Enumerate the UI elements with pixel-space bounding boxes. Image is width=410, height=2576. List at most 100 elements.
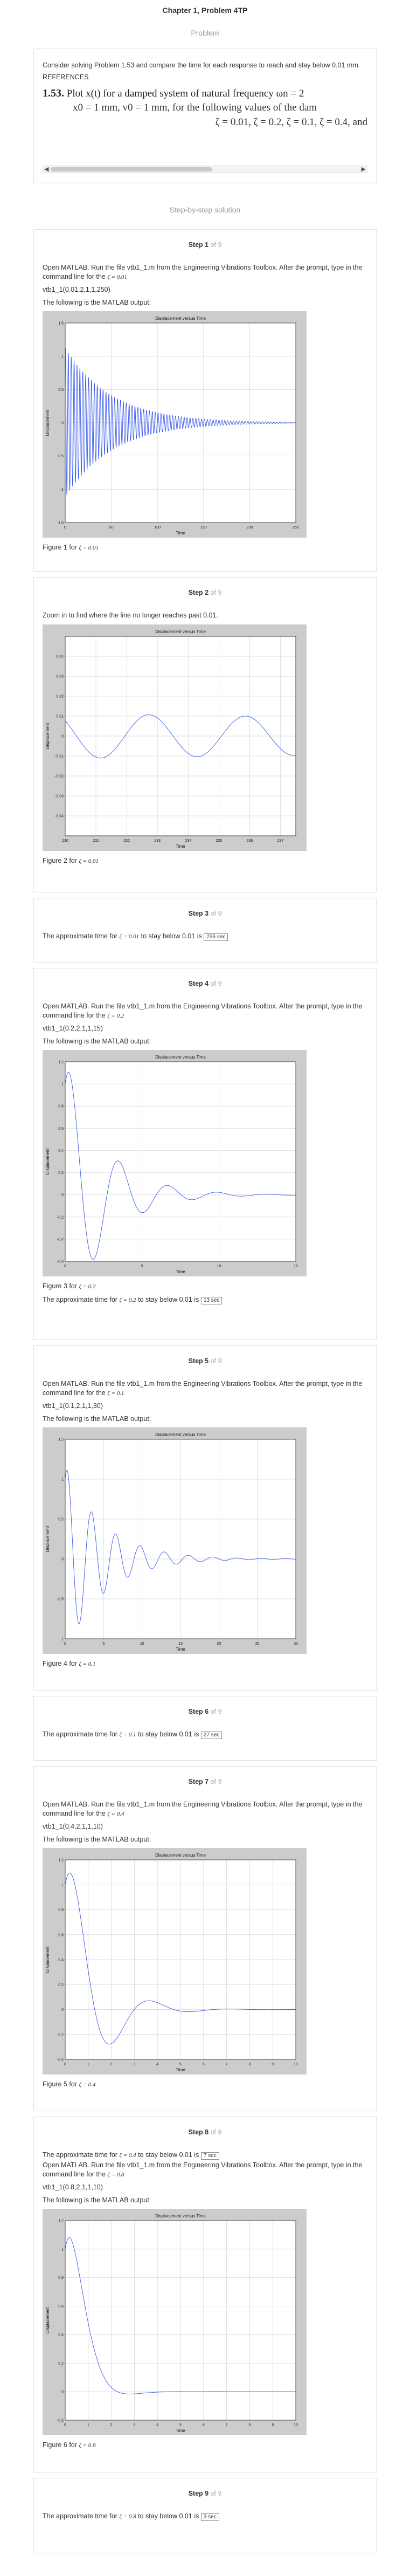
x-tick-label: 0: [64, 2423, 66, 2427]
x-axis-label: Time: [176, 531, 185, 535]
y-axis-label: Displacement: [45, 2307, 50, 2333]
y-tick-label: 0.01: [56, 715, 64, 718]
caption-text: Figure 2 for: [43, 856, 77, 864]
step-card-3: Step 3 of 9 The approximate time for ζ =…: [33, 898, 377, 963]
chart-title: Displacement versus Time: [155, 2214, 206, 2218]
y-tick-label: 0.04: [56, 655, 64, 658]
caption-zeta: ζ = 0.8: [79, 2442, 96, 2449]
step-label: Step 3: [188, 910, 209, 917]
zeta-value: ζ = 0.2: [119, 1296, 136, 1303]
references-label: REFERENCES: [43, 73, 89, 81]
horizontal-scrollbar[interactable]: ◀ ▶: [43, 166, 367, 173]
output-label: The following is the MATLAB output:: [43, 299, 151, 307]
y-axis-label: Displacement: [45, 1526, 50, 1552]
caption-text: Figure 1 for: [43, 544, 77, 552]
x-tick-label: 2: [110, 2063, 113, 2066]
answer-box: 3 sec: [200, 2513, 219, 2522]
instruction: Open MATLAB. Run the file vtb1_1.m from …: [43, 2161, 363, 2178]
scroll-right-icon[interactable]: ▶: [361, 166, 366, 173]
x-tick-label: 250: [293, 526, 299, 530]
x-tick-label: 15: [178, 1642, 183, 1646]
step-text: Open MATLAB. Run the file vtb1_1.m from …: [43, 263, 367, 281]
y-tick-label: 0.5: [58, 1518, 64, 1522]
zeta-value: ζ = 0.4: [107, 1810, 124, 1817]
step-card-1: Step 1 of 9 Open MATLAB. Run the file vt…: [33, 229, 377, 572]
y-tick-label: 1: [61, 355, 64, 359]
step-header: Step 8 of 9: [43, 2128, 367, 2137]
y-tick-label: 0.03: [56, 675, 64, 678]
y-tick-label: -1.5: [57, 521, 64, 525]
x-axis-label: Time: [176, 2067, 185, 2072]
problem-line3: ζ = 0.01, ζ = 0.2, ζ = 0.1, ζ = 0.4, and: [215, 116, 367, 128]
caption-zeta: ζ = 0.01: [79, 857, 99, 864]
y-tick-label: -0.2: [57, 2034, 64, 2037]
y-tick-label: 0.4: [58, 1959, 64, 1962]
x-axis-label: Time: [176, 1647, 185, 1652]
y-axis-label: Displacement: [45, 1946, 50, 1973]
x-tick-label: 237: [277, 839, 284, 843]
y-tick-label: -0.2: [57, 1216, 64, 1220]
y-tick-label: 1.2: [58, 1061, 64, 1064]
y-tick-label: 1: [61, 1478, 64, 1482]
x-tick-label: 4: [156, 2063, 158, 2066]
scroll-left-icon[interactable]: ◀: [44, 166, 49, 173]
y-tick-label: 0.2: [58, 2362, 64, 2366]
step-label: Step 8: [188, 2128, 209, 2136]
zeta-value: ζ = 0.01: [119, 933, 140, 940]
zeta-value: ζ = 0.8: [119, 2513, 136, 2520]
step-label: Step 9: [188, 2490, 209, 2497]
answer-text-2: to stay below 0.01 is: [141, 932, 202, 940]
x-tick-label: 30: [294, 1642, 298, 1646]
response-line: [65, 348, 296, 495]
caption-zeta: ζ = 0.4: [79, 2082, 96, 2089]
step-header: Step 5 of 9: [43, 1357, 367, 1365]
step-header: Step 2 of 9: [43, 588, 367, 597]
y-tick-label: -1: [60, 488, 64, 492]
axes-frame: [65, 1859, 296, 2060]
axes-frame: [65, 322, 296, 523]
y-tick-label: 0.4: [58, 1149, 64, 1153]
matlab-plot: 0 50 100 150 200 250 -1.5 -1 -0.5 0 0.5 1 1.5 Displac…: [43, 311, 307, 538]
x-tick-label: 150: [200, 526, 207, 530]
step-count: of 9: [210, 910, 222, 917]
y-tick-label: 1: [61, 1884, 64, 1887]
answer-line: The approximate time for ζ = 0.2 to stay…: [43, 1295, 367, 1304]
page-title: Chapter 1, Problem 4TP: [162, 6, 248, 15]
figure-caption: Figure 3 for ζ = 0.2: [43, 1282, 367, 1290]
x-tick-label: 100: [154, 526, 161, 530]
step-header: Step 1 of 9: [43, 241, 367, 249]
figure-caption: Figure 1 for ζ = 0.01: [43, 543, 367, 552]
step-card-7: Step 7 of 9 Open MATLAB. Run the file vt…: [33, 1766, 377, 2111]
response-line: [65, 1470, 296, 1624]
y-tick-label: -0.5: [57, 455, 64, 458]
step-count: of 9: [210, 980, 222, 987]
axes-frame: [65, 1061, 296, 1262]
x-tick-label: 1: [87, 2063, 89, 2066]
chart-title: Displacement versus Time: [155, 1055, 206, 1060]
y-tick-label: -0.6: [57, 1260, 64, 1264]
y-tick-label: 1.2: [58, 2220, 64, 2223]
step-count: of 9: [210, 2128, 222, 2136]
caption-zeta: ζ = 0.2: [79, 1283, 96, 1290]
y-tick-label: 1.2: [58, 1859, 64, 1863]
axes-frame: [65, 2220, 296, 2421]
answer-text-2: to stay below 0.01 is: [138, 2151, 199, 2159]
plot-area: [65, 1061, 296, 1262]
caption-text: Figure 4 for: [43, 1660, 77, 1668]
step-card-4: Step 4 of 9 Open MATLAB. Run the file vt…: [33, 968, 377, 1340]
x-tick-label: 9: [272, 2423, 274, 2427]
y-tick-label: 0.6: [58, 1127, 64, 1131]
x-tick-label: 10: [294, 2423, 298, 2427]
scrollbar-thumb[interactable]: [51, 167, 212, 171]
x-axis-label: Time: [176, 844, 185, 849]
matlab-command: vtb1_1(0.4,2,1,1,10): [43, 1822, 103, 1830]
step-count: of 9: [210, 1357, 222, 1365]
x-tick-label: 6: [203, 2063, 205, 2066]
answer-text: The approximate time for: [43, 2512, 117, 2520]
y-tick-label: 0.2: [58, 1171, 64, 1175]
chart-title: Displacement versus Time: [155, 1853, 206, 1858]
x-tick-label: 8: [248, 2423, 251, 2427]
x-tick-label: 1: [87, 2423, 89, 2427]
x-tick-label: 4: [156, 2423, 158, 2427]
x-tick-label: 5: [179, 2423, 182, 2427]
